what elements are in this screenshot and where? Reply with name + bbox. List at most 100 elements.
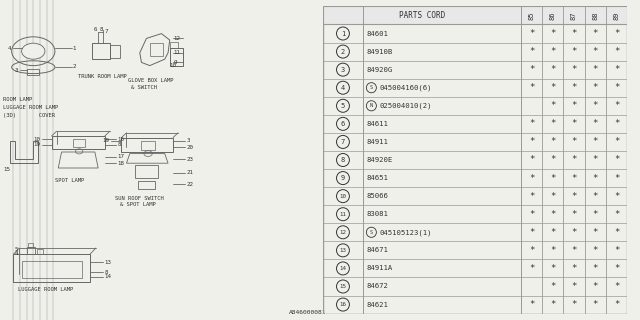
Text: *: * — [550, 83, 556, 92]
Text: 18: 18 — [118, 161, 124, 166]
Text: LUGGAGE ROOM LAMP: LUGGAGE ROOM LAMP — [19, 287, 74, 292]
Text: 8: 8 — [118, 142, 121, 148]
Text: GLOVE BOX LAMP: GLOVE BOX LAMP — [128, 77, 173, 83]
Text: *: * — [593, 29, 598, 38]
Text: 16: 16 — [118, 137, 124, 142]
Text: 84672: 84672 — [366, 284, 388, 290]
Text: *: * — [572, 246, 577, 255]
Bar — [138, 181, 155, 189]
Bar — [170, 48, 183, 66]
Text: 045105123(1): 045105123(1) — [380, 229, 432, 236]
Text: 14: 14 — [339, 266, 346, 271]
Text: 8: 8 — [100, 27, 103, 32]
Text: *: * — [550, 47, 556, 56]
Text: *: * — [550, 282, 556, 291]
Text: 88: 88 — [592, 11, 598, 20]
Text: 2: 2 — [72, 64, 76, 69]
Text: *: * — [614, 300, 620, 309]
Text: 21: 21 — [186, 170, 193, 175]
Text: *: * — [572, 29, 577, 38]
Text: *: * — [529, 192, 534, 201]
Text: 9: 9 — [341, 175, 345, 181]
Text: 1: 1 — [72, 45, 76, 51]
Bar — [28, 243, 33, 247]
Bar — [110, 45, 120, 58]
Text: *: * — [550, 29, 556, 38]
Text: 8: 8 — [104, 269, 108, 275]
Text: *: * — [529, 156, 534, 164]
Text: 3: 3 — [15, 68, 19, 73]
Text: *: * — [614, 192, 620, 201]
Text: 17: 17 — [118, 154, 124, 159]
Text: 5: 5 — [15, 247, 19, 252]
Text: 13: 13 — [104, 260, 111, 265]
Text: *: * — [593, 300, 598, 309]
Text: *: * — [593, 137, 598, 147]
Text: *: * — [572, 47, 577, 56]
Text: 87: 87 — [571, 11, 577, 20]
Text: *: * — [550, 156, 556, 164]
Text: 10: 10 — [170, 63, 177, 68]
Text: *: * — [614, 65, 620, 74]
Text: 15: 15 — [339, 284, 346, 289]
Text: 84611: 84611 — [366, 121, 388, 127]
Text: *: * — [593, 264, 598, 273]
Text: *: * — [593, 83, 598, 92]
Text: *: * — [572, 137, 577, 147]
Text: *: * — [529, 29, 534, 38]
Text: *: * — [614, 173, 620, 183]
Text: (3D)       COVER: (3D) COVER — [3, 113, 55, 118]
Text: *: * — [614, 101, 620, 110]
Text: 23: 23 — [186, 156, 193, 162]
Bar — [323, 6, 627, 24]
Text: 83081: 83081 — [366, 211, 388, 217]
Text: *: * — [529, 228, 534, 237]
Text: 6: 6 — [341, 121, 345, 127]
Text: & SWITCH: & SWITCH — [131, 84, 157, 90]
Text: *: * — [614, 119, 620, 128]
Text: *: * — [572, 119, 577, 128]
Text: 5: 5 — [341, 103, 345, 109]
Text: 7: 7 — [105, 29, 108, 34]
Text: *: * — [593, 101, 598, 110]
Text: *: * — [614, 282, 620, 291]
Text: *: * — [550, 228, 556, 237]
Text: TRUNK ROOM LAMP: TRUNK ROOM LAMP — [78, 74, 127, 79]
Text: 84920G: 84920G — [366, 67, 392, 73]
Text: 20: 20 — [186, 145, 193, 150]
Text: 12: 12 — [339, 230, 346, 235]
Text: 85066: 85066 — [366, 193, 388, 199]
Text: 10: 10 — [339, 194, 346, 199]
Text: *: * — [614, 83, 620, 92]
Text: 19: 19 — [103, 138, 110, 143]
Text: S: S — [370, 85, 373, 90]
Text: *: * — [529, 47, 534, 56]
Text: *: * — [593, 192, 598, 201]
Text: A846000081: A846000081 — [289, 310, 326, 315]
Text: *: * — [572, 101, 577, 110]
Text: 86: 86 — [550, 11, 556, 20]
Text: *: * — [572, 264, 577, 273]
Bar — [141, 141, 155, 150]
Text: *: * — [550, 119, 556, 128]
Text: *: * — [529, 83, 534, 92]
Text: *: * — [614, 246, 620, 255]
Text: *: * — [529, 119, 534, 128]
Text: *: * — [550, 192, 556, 201]
Text: S: S — [370, 230, 373, 235]
Bar — [170, 42, 178, 48]
Text: 84911: 84911 — [366, 139, 388, 145]
Text: *: * — [550, 210, 556, 219]
Text: 10: 10 — [33, 137, 40, 142]
Text: 84911A: 84911A — [366, 265, 392, 271]
Text: *: * — [529, 246, 534, 255]
Text: *: * — [593, 119, 598, 128]
Text: 11: 11 — [339, 212, 346, 217]
Text: SPOT LAMP: SPOT LAMP — [55, 178, 84, 183]
Text: 4: 4 — [8, 45, 12, 51]
Text: *: * — [614, 47, 620, 56]
Text: *: * — [593, 228, 598, 237]
Text: 84651: 84651 — [366, 175, 388, 181]
Text: 3: 3 — [186, 138, 190, 143]
Text: *: * — [593, 47, 598, 56]
